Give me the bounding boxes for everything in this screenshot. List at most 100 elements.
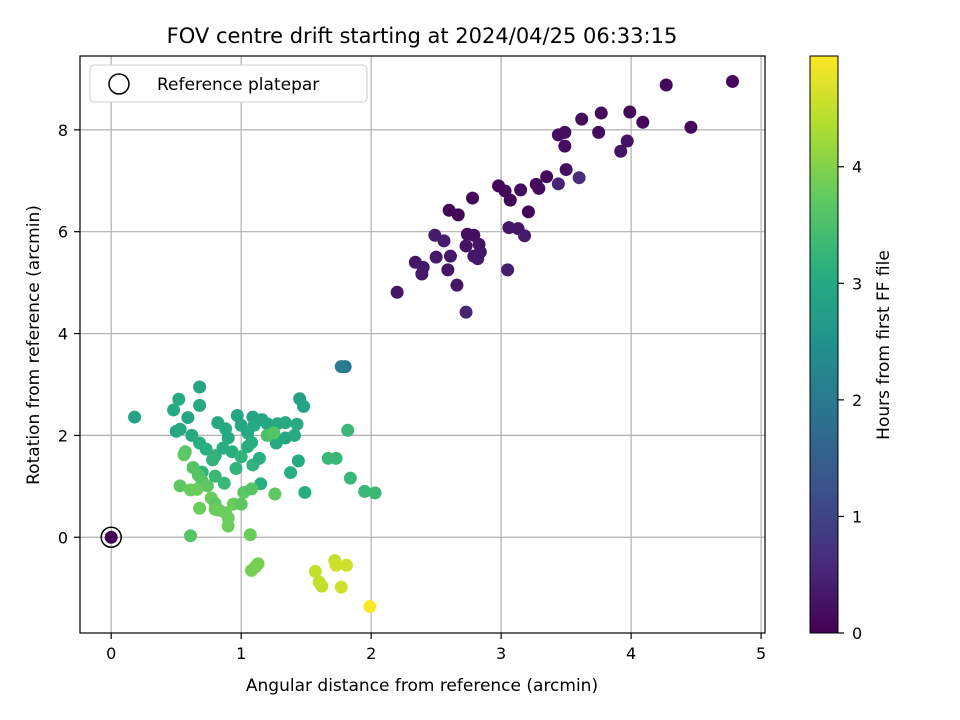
data-point <box>308 564 322 578</box>
data-point <box>501 263 515 277</box>
y-tick-labels: 0 2 4 6 8 <box>58 121 68 547</box>
data-point <box>532 181 546 195</box>
data-point <box>429 250 443 264</box>
y-tick-label: 8 <box>58 121 68 140</box>
data-point <box>217 476 231 490</box>
data-point <box>540 170 554 184</box>
data-point <box>268 487 282 501</box>
x-tick-label: 1 <box>236 644 246 663</box>
data-point <box>415 267 429 281</box>
data-point <box>334 580 348 594</box>
data-point <box>181 411 195 425</box>
data-point <box>592 125 606 139</box>
data-point <box>441 263 455 277</box>
data-point <box>290 417 304 431</box>
x-tick-label: 0 <box>106 644 116 663</box>
colorbar-label: Hours from first FF file <box>874 250 894 440</box>
data-point <box>297 399 311 413</box>
data-point <box>234 497 248 511</box>
data-point <box>329 451 343 465</box>
data-point <box>173 479 187 493</box>
data-point <box>190 482 204 496</box>
legend: Reference platepar <box>89 64 368 103</box>
legend-box <box>89 64 368 103</box>
x-tick-label: 5 <box>756 644 766 663</box>
data-point <box>173 422 187 436</box>
data-point <box>636 115 650 129</box>
data-point <box>503 193 517 207</box>
data-point <box>471 252 485 266</box>
data-point <box>245 436 259 450</box>
y-tick-label: 2 <box>58 426 68 445</box>
data-point <box>245 563 259 577</box>
grid-lines <box>80 56 765 633</box>
data-points <box>100 74 740 614</box>
data-point <box>659 78 673 92</box>
y-tick-label: 4 <box>58 325 68 344</box>
data-point <box>172 392 186 406</box>
data-point <box>329 558 343 572</box>
data-point <box>200 479 214 493</box>
plot-frame <box>79 55 766 634</box>
data-point <box>390 285 404 299</box>
data-point <box>128 410 142 424</box>
data-point <box>450 278 464 292</box>
data-point <box>284 466 298 480</box>
y-tick-label: 0 <box>58 528 68 547</box>
colorbar-tick-label: 4 <box>852 158 862 177</box>
data-point <box>459 239 473 253</box>
legend-marker-reference <box>108 73 130 95</box>
data-point <box>521 205 535 219</box>
data-point <box>614 144 628 158</box>
colorbar-tick-label: 3 <box>852 274 862 293</box>
data-point <box>343 471 357 485</box>
data-point <box>334 360 348 374</box>
data-point <box>518 229 532 243</box>
data-point <box>437 234 451 248</box>
x-tick-label: 3 <box>496 644 506 663</box>
data-point <box>466 191 480 205</box>
data-point <box>623 105 637 119</box>
data-point <box>514 183 528 197</box>
data-point <box>287 428 301 442</box>
data-point <box>206 453 220 467</box>
reference-point-ring <box>100 526 122 549</box>
y-axis-label: Rotation from reference (arcmin) <box>24 205 44 485</box>
x-tick-label: 4 <box>626 644 636 663</box>
data-point <box>221 431 235 445</box>
data-point <box>260 417 274 431</box>
data-point <box>178 445 192 459</box>
colorbar-tick-label: 1 <box>852 507 862 526</box>
data-point <box>559 163 573 177</box>
data-point <box>368 486 382 500</box>
data-point <box>443 249 457 263</box>
x-tick-labels: 0 1 2 3 4 5 <box>106 644 766 663</box>
data-point <box>278 416 292 430</box>
colorbar-gradient <box>809 55 839 634</box>
data-point <box>243 528 257 542</box>
data-point <box>575 112 589 126</box>
y-tick-label: 6 <box>58 223 68 242</box>
reference-point <box>104 530 118 544</box>
axes <box>74 55 766 639</box>
data-point <box>363 600 377 614</box>
data-point <box>551 177 565 191</box>
data-point <box>558 139 572 153</box>
data-point <box>291 454 305 468</box>
data-point <box>193 501 207 515</box>
data-point <box>726 74 740 88</box>
colorbar: 0 1 2 3 4 Hours from first FF file <box>809 55 894 643</box>
x-axis-label: Angular distance from reference (arcmin) <box>246 676 598 696</box>
data-point <box>221 519 235 533</box>
data-point <box>267 426 281 440</box>
data-point <box>594 106 608 120</box>
data-point <box>183 529 197 543</box>
data-point <box>684 120 698 134</box>
data-point <box>193 380 207 394</box>
legend-label-reference: Reference platepar <box>157 75 319 95</box>
data-point <box>229 462 243 476</box>
data-point <box>199 442 213 456</box>
data-point <box>252 451 266 465</box>
colorbar-tick-label: 0 <box>852 624 862 643</box>
